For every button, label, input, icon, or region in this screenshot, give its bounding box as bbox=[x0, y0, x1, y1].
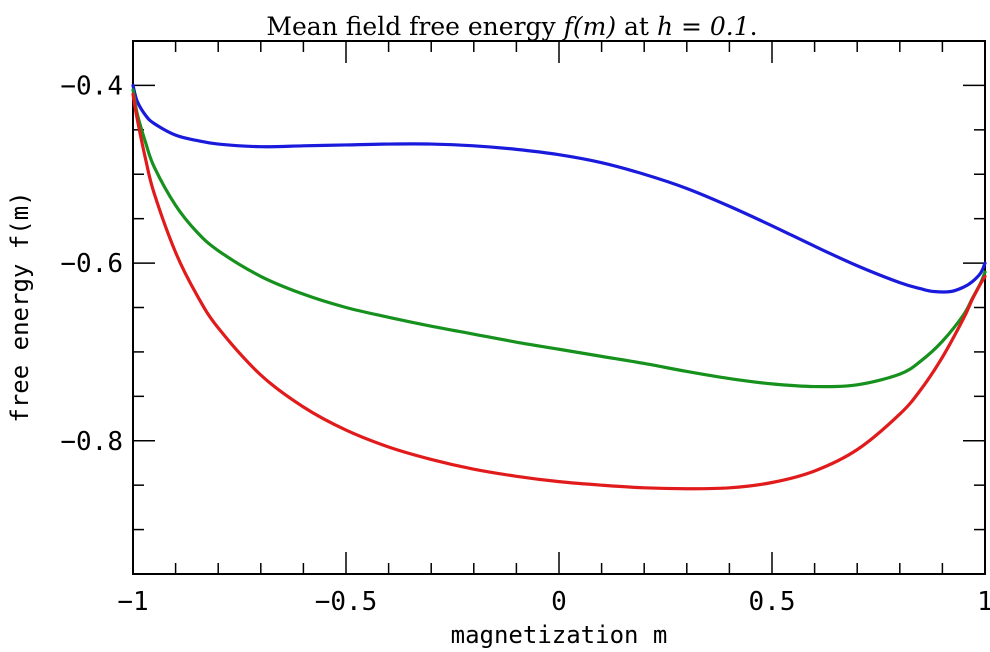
title-math-f: f(m) bbox=[562, 12, 616, 41]
tick-labels: −1 −0.5 0 0.5 1 −0.4 −0.6 −0.8 bbox=[60, 71, 990, 617]
series-line-1 bbox=[131, 83, 987, 294]
title-mid: at bbox=[616, 12, 657, 41]
series-line-3 bbox=[131, 92, 987, 491]
x-tick-label: 0.5 bbox=[749, 587, 796, 617]
x-axis-label: magnetization m bbox=[451, 621, 668, 649]
series-line-2 bbox=[131, 88, 987, 389]
x-tick-label: −0.5 bbox=[315, 587, 378, 617]
plot-frame bbox=[132, 40, 986, 575]
x-tick-label: 0 bbox=[551, 587, 567, 617]
y-tick-label: −0.4 bbox=[60, 71, 123, 101]
plot-area bbox=[132, 40, 986, 575]
y-axis-label: free energy f(m) bbox=[6, 191, 34, 422]
y-tick-label: −0.6 bbox=[60, 249, 123, 279]
x-tick-label: −1 bbox=[117, 587, 148, 617]
title-prefix: Mean field free energy bbox=[266, 12, 563, 41]
chart-title: Mean field free energy f(m) at h = 0.1. bbox=[266, 12, 757, 41]
title-suffix: . bbox=[750, 12, 758, 41]
title-math-h: h = 0.1 bbox=[657, 12, 750, 41]
series-lines bbox=[131, 83, 987, 491]
x-tick-label: 1 bbox=[977, 587, 990, 617]
y-tick-label: −0.8 bbox=[60, 427, 123, 457]
axis-ticks bbox=[132, 40, 986, 575]
